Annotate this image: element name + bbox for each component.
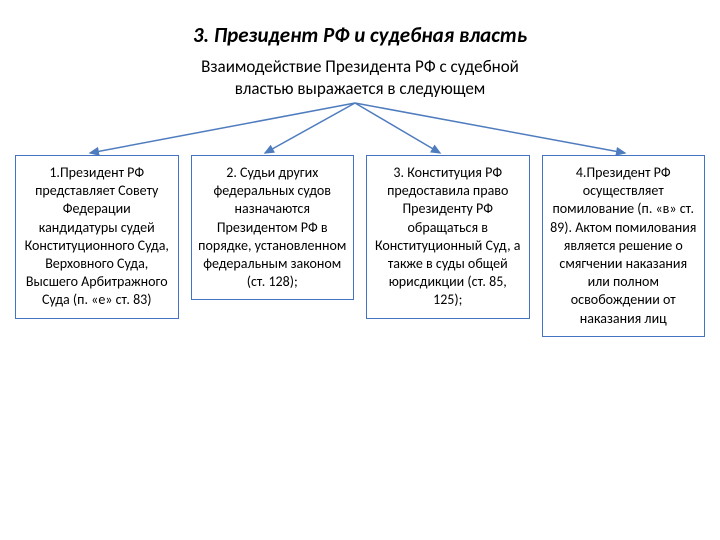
subtitle-line2: властью выражается в следующем [235,78,486,99]
subtitle-line1: Взаимодействие Президента РФ с судебной [201,56,519,77]
boxes-container: 1.Президент РФ представляет Совету Федер… [0,155,720,337]
diagram-subtitle: Взаимодействие Президента РФ с судебной … [0,56,720,100]
box-2: 2. Судьи других федеральных судов назнач… [191,155,355,300]
arrows-svg [0,98,720,158]
arrow-2 [265,103,355,153]
box-3: 3. Конституция РФ предоставила право Пре… [366,155,530,319]
box-4: 4.Президент РФ осуществляет помилование … [542,155,706,337]
arrow-1 [90,103,355,153]
arrow-4 [355,103,625,153]
box-1: 1.Президент РФ представляет Совету Федер… [15,155,179,319]
diagram-title: 3. Президент РФ и судебная власть [0,0,720,48]
